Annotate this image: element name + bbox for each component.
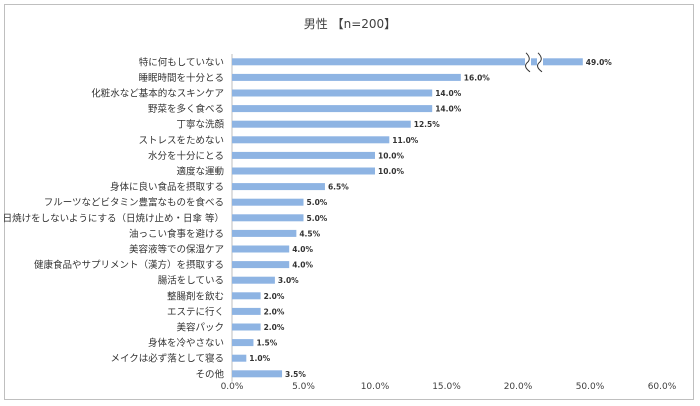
value-label: 49.0%	[586, 58, 613, 67]
value-label: 14.0%	[435, 105, 462, 114]
chart-title: 男性 【n=200】	[303, 17, 397, 31]
value-label: 10.0%	[378, 151, 405, 160]
category-label: 美容パック	[176, 322, 224, 334]
value-label: 4.0%	[292, 245, 313, 254]
category-label: 水分を十分にとる	[148, 150, 224, 162]
value-label: 5.0%	[307, 214, 328, 223]
category-label: フルーツなどビタミン豊富なものを食べる	[44, 197, 224, 209]
x-tick-label: 60.0%	[648, 382, 677, 392]
bar	[232, 73, 461, 81]
category-label: 睡眠時間を十分とる	[138, 72, 224, 84]
chart-frame: 男性 【n=200】	[4, 4, 694, 400]
value-label: 14.0%	[435, 89, 462, 98]
bar	[232, 120, 411, 128]
category-label: 整腸剤を飲む	[167, 290, 224, 302]
category-label: 特に何もしていない	[139, 56, 224, 68]
value-label: 1.0%	[249, 354, 270, 363]
category-label: 美容液等での保湿ケア	[129, 244, 224, 256]
axis-break-mark	[537, 52, 543, 73]
bar	[232, 339, 254, 347]
value-label: 2.0%	[264, 292, 285, 301]
bar	[232, 323, 261, 331]
axis-break-mark	[525, 52, 531, 73]
bar	[232, 261, 290, 269]
value-label: 4.0%	[292, 261, 313, 270]
bar	[232, 307, 261, 315]
value-label: 2.0%	[264, 323, 285, 332]
bar	[232, 354, 247, 362]
category-label: メイクは必ず落として寝る	[110, 353, 224, 365]
category-label: 日焼けをしないようにする（日焼け止め・日傘 等）	[3, 212, 224, 224]
x-tick-label: 10.0%	[361, 382, 390, 392]
value-label: 6.5%	[328, 183, 349, 192]
value-label: 5.0%	[307, 198, 328, 207]
bar	[232, 105, 433, 113]
x-tick-label: 15.0%	[432, 382, 461, 392]
value-label: 1.5%	[256, 339, 277, 348]
x-tick-label: 50.0%	[576, 382, 605, 392]
category-label: エステに行く	[167, 306, 224, 318]
bar	[232, 136, 390, 144]
category-label: 身体に良い食品を摂取する	[110, 181, 224, 193]
category-label: 腸活をしている	[158, 275, 224, 287]
x-tick-label: 5.0%	[292, 382, 315, 392]
bar	[232, 292, 261, 300]
value-label: 12.5%	[414, 120, 441, 129]
category-label: 健康食品やサプリメント（漢方）を摂取する	[34, 259, 224, 271]
value-label: 3.0%	[278, 276, 299, 285]
category-label: 適度な運動	[176, 166, 224, 178]
bar	[232, 370, 283, 378]
bar	[232, 198, 304, 206]
value-label: 10.0%	[378, 167, 405, 176]
category-label: 化粧水など基本的なスキンケア	[91, 88, 224, 100]
bar	[232, 245, 290, 253]
category-label: 野菜を多く食べる	[148, 103, 224, 115]
category-label: その他	[195, 368, 224, 380]
bar	[232, 214, 304, 222]
category-label: 身体を冷やさない	[148, 337, 224, 349]
category-label: 丁寧な洗顔	[176, 119, 224, 131]
bar	[232, 229, 297, 237]
bar	[232, 167, 375, 175]
value-label: 16.0%	[464, 73, 491, 82]
value-label: 2.0%	[264, 307, 285, 316]
category-label: 油っこい食事を避ける	[129, 228, 224, 240]
x-tick-label: 0.0%	[221, 382, 244, 392]
x-tick-label: 20.0%	[504, 382, 533, 392]
value-label: 3.5%	[285, 370, 306, 379]
value-label: 4.5%	[299, 229, 320, 238]
value-label: 11.0%	[392, 136, 419, 145]
bar	[232, 183, 325, 191]
bar	[232, 89, 433, 97]
bar	[232, 58, 583, 66]
bar	[232, 151, 375, 159]
category-label: ストレスをためない	[138, 135, 224, 146]
bar	[232, 276, 275, 284]
